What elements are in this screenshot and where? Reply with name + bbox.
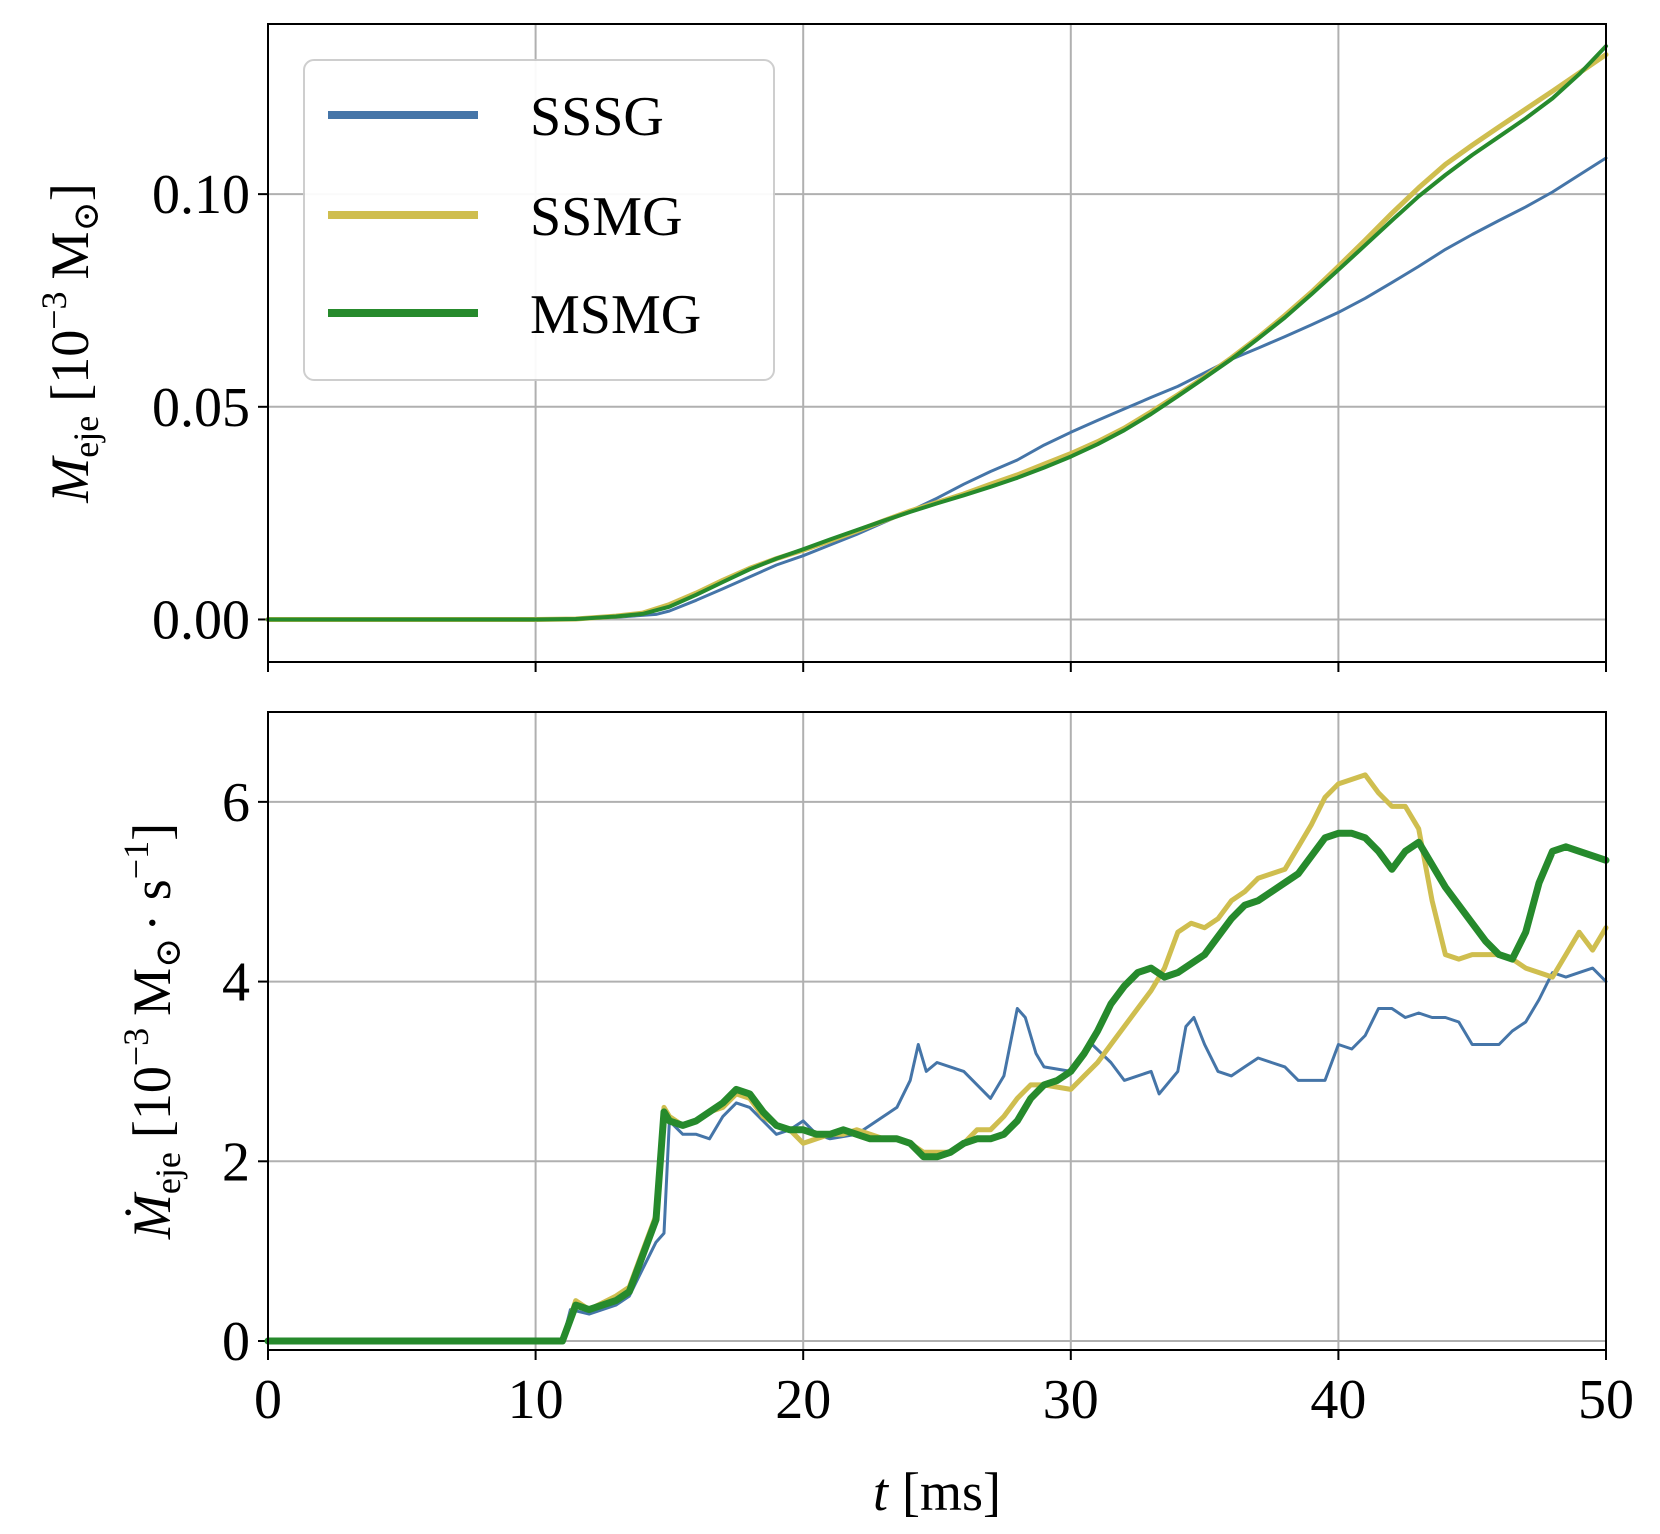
axes-frame-bottom (267, 711, 1607, 1351)
ticks-top: 0.00 0.05 0.10 (152, 164, 1607, 672)
xlabel: t [ms] (873, 1462, 1001, 1522)
xtick-label-40: 40 (1310, 1369, 1366, 1431)
ylabel-bottom-unit-mid: · s (122, 879, 182, 932)
xlabel-symbol: t (873, 1462, 890, 1522)
plot-area-bottom (268, 712, 1606, 1350)
ylabel-bottom-sub: eje (148, 1152, 188, 1194)
legend: SSSG SSMG MSMG (303, 59, 775, 381)
ylabel-top-unit-sub: ⊙ (66, 201, 106, 231)
xtick-label-10: 10 (508, 1369, 564, 1431)
xtick-label-0: 0 (254, 1369, 282, 1431)
ylabel-top-unit-close: M (40, 231, 100, 279)
series-line-bottom-msmg (264, 829, 1610, 1345)
xtick-label-50: 50 (1578, 1369, 1634, 1431)
legend-label-sssg: SSSG (530, 86, 664, 148)
ylabel-top-unit-exp: −3 (34, 291, 74, 329)
ylabel-top-symbol: M (40, 455, 100, 504)
ylabel-top-sub: eje (66, 416, 106, 458)
ytick-label-top-0: 0.00 (152, 589, 250, 651)
ylabel-top: Meje[10−3M⊙] (34, 183, 106, 503)
ylabel-bottom-unit-open: [10 (122, 1066, 182, 1138)
legend-label-ssmg: SSMG (530, 186, 683, 248)
legend-label-msmg: MSMG (530, 284, 701, 346)
ytick-label-top-0.05: 0.05 (152, 377, 250, 439)
ytick-label-bottom-6: 6 (222, 772, 250, 834)
ticks-bottom: 0 10 20 30 40 50 0 2 4 6 (222, 772, 1634, 1431)
series-top (265, 44, 1609, 622)
series-line-bottom-ssmg (265, 772, 1609, 1344)
legend-box (303, 59, 775, 381)
ytick-label-bottom-2: 2 (222, 1131, 250, 1193)
xtick-label-20: 20 (775, 1369, 831, 1431)
ylabel-bottom-unit-exp: −3 (116, 1028, 156, 1066)
ylabel-bottom: Ṁeje [10−3 M⊙ · s−1] (116, 823, 188, 1240)
ylabel-bottom-unit-sub: ⊙ (148, 938, 188, 968)
ytick-label-bottom-4: 4 (222, 952, 250, 1014)
ylabel-bottom-unit-close: M (122, 968, 182, 1016)
ylabel-top-unit-end: ] (40, 183, 100, 201)
xlabel-unit: [ms] (902, 1462, 1001, 1522)
axes-frame-top (267, 23, 1607, 663)
ylabel-bottom-unit-exp2: −1 (116, 841, 156, 879)
series-bottom (264, 772, 1610, 1345)
panel-ejecta-mass: 0.000.050.10 Meje[10−3M⊙] SSSG SSMG MSMG (34, 23, 1609, 672)
panel-ejecta-rate: 0 10 20 30 40 50 0 2 4 6 Ṁeje [10−3 M⊙ · s−1] t [ms] (116, 711, 1634, 1522)
ylabel-top-unit-open: [10 (40, 330, 100, 402)
ylabel-bottom-symbol: Ṁ (122, 1191, 182, 1240)
series-line-top-msmg (266, 44, 1608, 622)
ylabel-bottom-unit-end: ] (122, 823, 182, 841)
ytick-label-top-0.1: 0.10 (152, 164, 250, 226)
ytick-label-bottom-0: 0 (222, 1311, 250, 1373)
series-line-top-sssg (266, 156, 1608, 621)
xtick-label-30: 30 (1043, 1369, 1099, 1431)
